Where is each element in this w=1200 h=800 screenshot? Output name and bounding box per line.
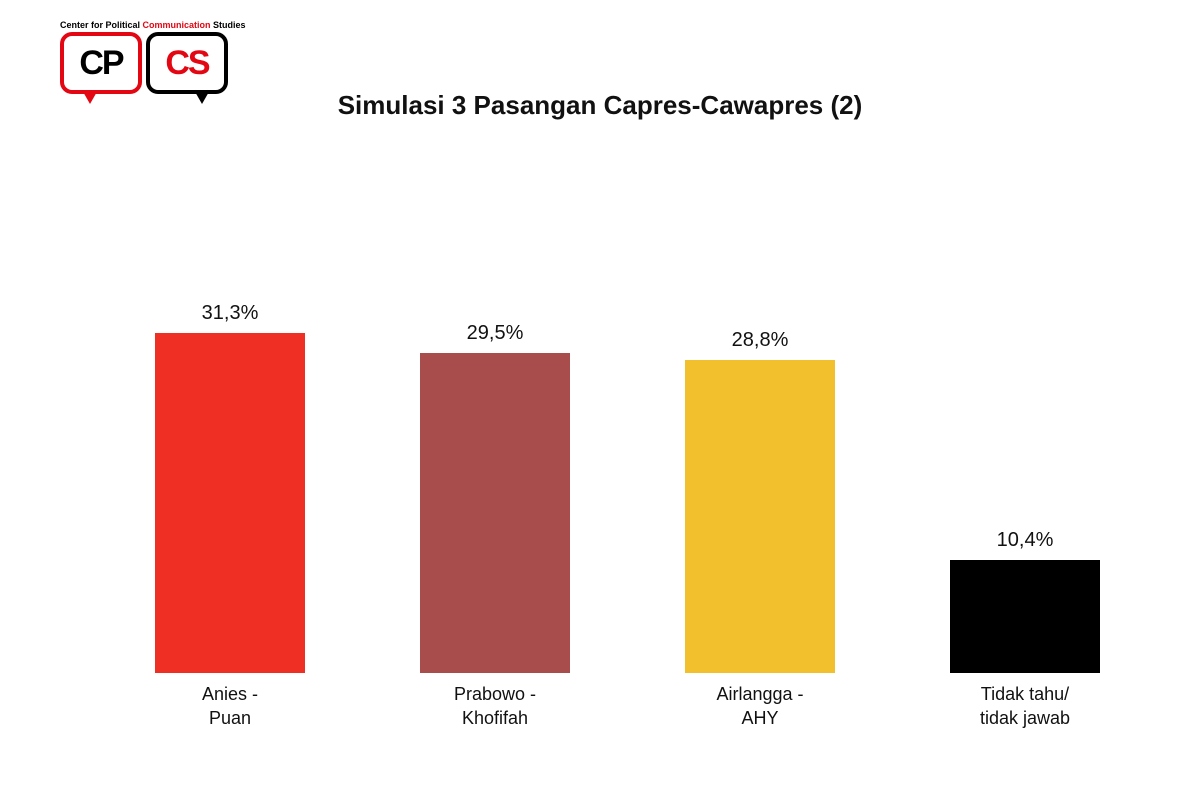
bar-value: 29,5% <box>467 322 524 345</box>
bar <box>685 360 835 673</box>
bar-label: Anies - Puan <box>202 683 258 730</box>
bar-label: Tidak tahu/ tidak jawab <box>980 683 1070 730</box>
bar <box>420 353 570 673</box>
bar-value: 28,8% <box>732 329 789 352</box>
tagline-part1: Center for Political <box>60 20 143 30</box>
bar-value: 31,3% <box>202 302 259 325</box>
bar-chart: 31,3%Anies - Puan29,5%Prabowo - Khofifah… <box>155 310 1100 730</box>
bar-group: 31,3% Anies - Puan <box>155 302 305 730</box>
bar-label: Airlangga - AHY <box>716 683 803 730</box>
bar-value: 10,4% <box>997 529 1054 552</box>
chart-title: Simulasi 3 Pasangan Capres-Cawapres (2) <box>0 90 1200 121</box>
logo-cs-text: CS <box>165 44 208 83</box>
logo-bubbles: CP CS <box>60 32 228 94</box>
logo: Center for Political Communication Studi… <box>60 20 246 94</box>
logo-tagline: Center for Political Communication Studi… <box>60 20 246 30</box>
tagline-part3: Studies <box>213 20 246 30</box>
bar <box>950 560 1100 673</box>
logo-bubble-cs: CS <box>146 32 228 94</box>
bar-group: 10,4% Tidak tahu/ tidak jawab <box>950 529 1100 730</box>
bar-group: 29,5% Prabowo - Khofifah <box>420 322 570 730</box>
logo-bubble-cp: CP <box>60 32 142 94</box>
tagline-part2: Communication <box>143 20 214 30</box>
bar <box>155 333 305 673</box>
bar-group: 28,8% Airlangga - AHY <box>685 329 835 730</box>
bar-label: Prabowo - Khofifah <box>454 683 536 730</box>
logo-cp-text: CP <box>79 44 122 83</box>
